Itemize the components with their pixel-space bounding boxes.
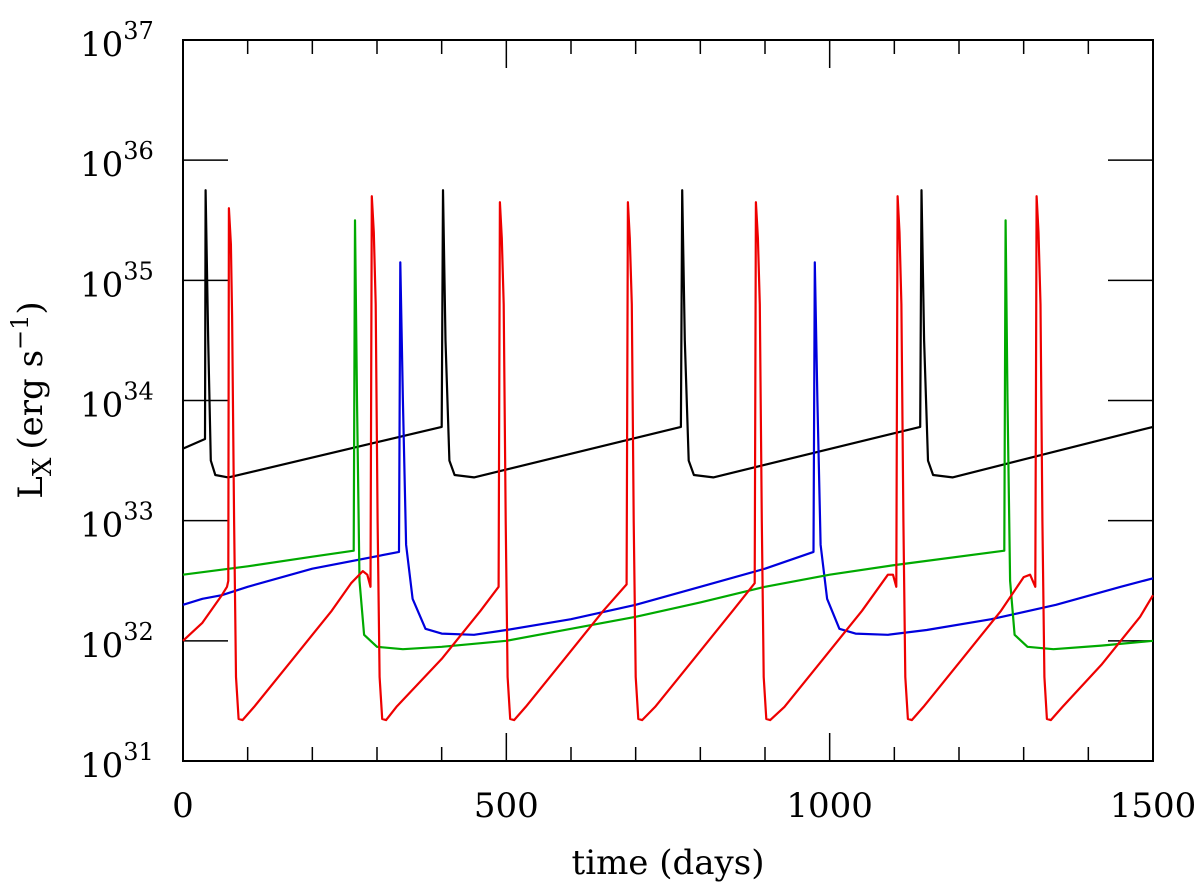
axis-ticks	[182, 39, 1154, 762]
y-tick-label: 1033	[80, 498, 154, 546]
y-tick-label: 1032	[80, 618, 154, 666]
x-tick-label: 0	[172, 786, 194, 826]
y-tick-label: 1036	[80, 137, 154, 185]
x-axis-label: time (days)	[572, 843, 765, 883]
y-axis-label-sub: X	[28, 457, 58, 476]
y-tick-labels: 1031 1032 1033 1034 1035 1036 1037	[80, 17, 154, 786]
y-axis-label-units: (erg s	[11, 350, 51, 450]
x-tick-labels: 0 500 1000 1500	[172, 786, 1196, 826]
y-axis-label-units-exp: −1	[6, 315, 34, 350]
x-tick-label: 1500	[1110, 786, 1197, 826]
y-axis-label: LX (erg s−1)	[6, 301, 58, 498]
y-tick-label: 1034	[80, 378, 154, 426]
y-tick-label: 1035	[80, 257, 154, 305]
series-line-black	[182, 189, 1154, 479]
series-line-red	[182, 195, 1154, 722]
y-tick-label: 1031	[80, 738, 154, 786]
x-tick-label: 1000	[786, 786, 873, 826]
y-axis-label-units-close: )	[11, 301, 51, 314]
y-axis-label-main: L	[11, 476, 51, 499]
series-group	[182, 189, 1154, 722]
y-tick-label: 1037	[80, 17, 154, 65]
x-tick-label: 500	[474, 786, 539, 826]
series-line-green	[182, 219, 1154, 651]
